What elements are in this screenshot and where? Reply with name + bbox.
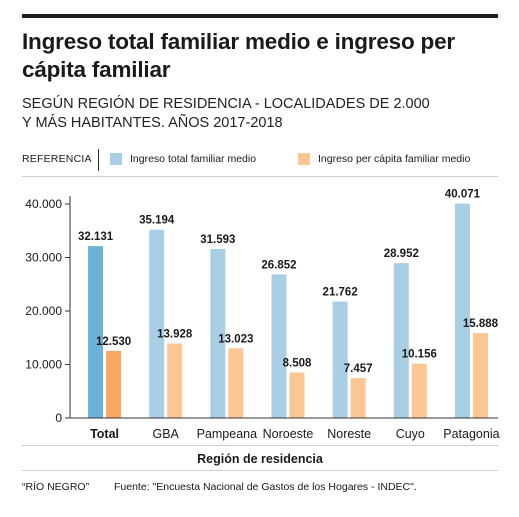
y-tick-label: 40.000 [25,197,62,211]
data-label-total-income-total: 32.131 [78,231,114,243]
data-label-total-income-patagonia: 40.071 [445,189,481,201]
data-label-per-capita-income-cuyo: 10.156 [402,349,437,361]
bar-per-capita-income-patagonia [472,332,488,418]
legend-swatch-total-income [110,153,122,165]
data-label-per-capita-income-noreste: 7.457 [344,363,373,375]
y-tick-label: 10.000 [25,358,62,372]
axis-title-divider-top [22,445,498,446]
data-label-total-income-cuyo: 28.952 [384,248,419,260]
legend: REFERENCIA Ingreso total familiar medio … [22,149,502,171]
data-label-total-income-noroeste: 26.852 [261,259,296,271]
category-label-total: Total [90,427,119,441]
data-label-total-income-pampeana: 31.593 [200,234,235,246]
chart-subtitle-line-2: Y MÁS HABITANTES. AÑOS 2017-2018 [22,115,283,131]
legend-swatch-per-capita-income [298,153,310,165]
footer-source: Fuente: "Encuesta Nacional de Gastos de … [114,481,417,493]
bar-total-income-cuyo [393,263,409,418]
bar-per-capita-income-cuyo [411,363,427,418]
chart-subtitle: SEGÚN REGIÓN DE RESIDENCIA - LOCALIDADES… [22,95,502,133]
legend-divider [22,176,498,177]
category-label-pampeana: Pampeana [197,427,258,441]
legend-label-total-income: Ingreso total familiar medio [130,153,257,165]
data-label-per-capita-income-total: 12.530 [96,336,131,348]
chart-title: Ingreso total familiar medio e ingreso p… [22,29,455,82]
data-label-total-income-noreste: 21.762 [323,287,358,299]
bar-total-income-noroeste [271,274,287,418]
bar-total-income-pampeana [210,248,226,418]
bar-total-income-noreste [332,301,348,418]
category-label-gba: GBA [153,427,180,441]
bar-total-income-total [88,246,104,418]
category-label-noroeste: Noroeste [263,427,314,441]
chart-subtitle-line-1: SEGÚN REGIÓN DE RESIDENCIA - LOCALIDADES… [22,96,430,112]
bar-per-capita-income-noreste [350,378,366,418]
data-label-per-capita-income-gba: 13.928 [157,328,193,340]
bar-per-capita-income-total [106,350,122,418]
bar-total-income-patagonia [454,203,470,418]
bar-per-capita-income-noroeste [289,372,305,418]
data-label-per-capita-income-noroeste: 8.508 [283,357,312,369]
bar-per-capita-income-gba [167,343,183,418]
y-tick-label: 0 [55,411,62,425]
legend-reference-label: REFERENCIA [22,153,92,165]
top-rule [22,14,498,18]
y-tick-label: 20.000 [25,304,62,318]
category-label-cuyo: Cuyo [396,427,425,441]
data-label-per-capita-income-patagonia: 15.888 [463,318,499,330]
category-label-patagonia: Patagonia [443,427,499,441]
data-label-total-income-gba: 35.194 [139,215,175,227]
y-tick-label: 30.000 [25,251,62,265]
category-label-noreste: Noreste [327,427,371,441]
bar-total-income-gba [149,229,165,418]
legend-label-per-capita-income: Ingreso per cápita familiar medio [318,153,471,165]
footer-credit: “RÍO NEGRO” [22,481,90,493]
legend-separator [98,149,99,171]
x-axis-title: Región de residencia [197,452,323,466]
data-label-per-capita-income-pampeana: 13.023 [218,333,253,345]
axis-title-divider-bottom [22,470,498,471]
bar-per-capita-income-pampeana [228,348,244,418]
